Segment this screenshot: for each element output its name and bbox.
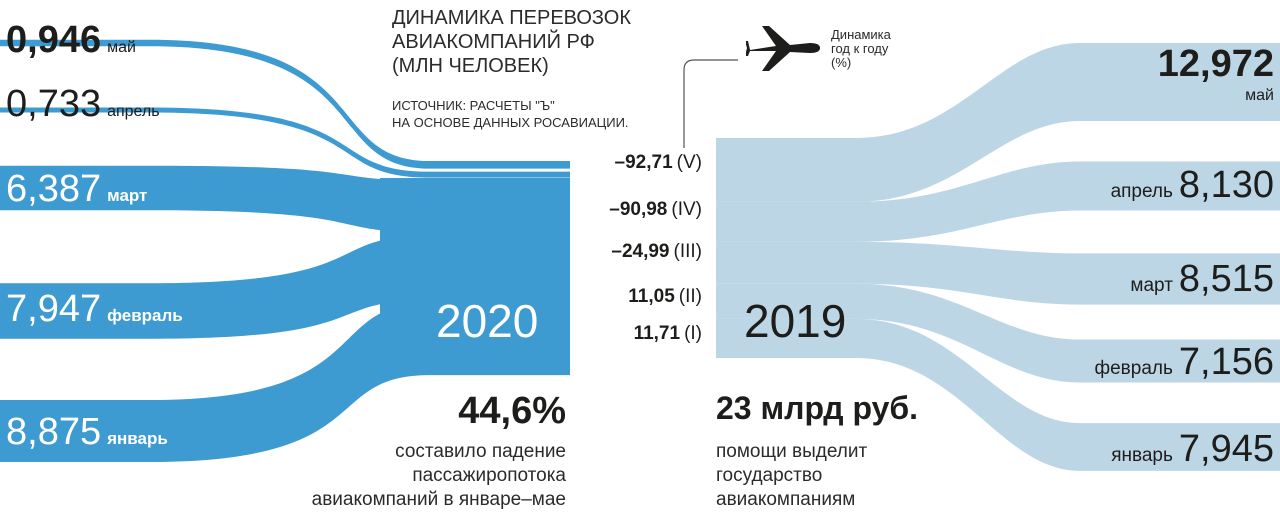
yoy-value: 11,05 [628, 286, 675, 307]
value-label: 6,387 [6, 168, 102, 210]
label-2020-january: 8,875 январь [6, 413, 168, 451]
label-2020-february: 7,947 февраль [6, 290, 183, 328]
yoy-period: (V) [676, 152, 702, 173]
year-label-2019: 2019 [744, 295, 847, 347]
value-label: 8,130 [1178, 164, 1274, 206]
source-line: НА ОСНОВЕ ДАННЫХ РОСАВИАЦИИ. [392, 115, 629, 130]
caption-line: государство [716, 465, 823, 486]
value-label: 7,947 [6, 288, 102, 330]
month-label: январь [107, 429, 168, 448]
value-label: 12,972 [1157, 43, 1274, 85]
yoy-row: –24,99 (III) [552, 241, 702, 263]
month-label: май [1245, 87, 1274, 104]
yoy-period: (II) [678, 286, 702, 307]
month-label: март [1130, 275, 1173, 296]
plane-connector-line [683, 59, 738, 148]
value-label: 7,156 [1178, 341, 1274, 383]
month-label: май [107, 39, 136, 56]
caption-line: составило падение [395, 441, 566, 462]
label-2020-may: 0,946 май [6, 21, 136, 59]
value-label: 7,945 [1178, 428, 1274, 470]
label-2019-february: февраль 7,156 [1094, 343, 1274, 381]
fact-right-caption: помощи выделит государство авиакомпаниям [716, 440, 867, 512]
value-label: 0,946 [6, 19, 102, 61]
label-2019-april: апрель 8,130 [1111, 166, 1274, 204]
month-label: март [107, 186, 148, 205]
flow-2020-май [0, 39, 570, 169]
fact-left-value: 44,6% [458, 390, 566, 432]
chart-title-line: (МЛН ЧЕЛОВЕК) [392, 55, 549, 77]
airplane-icon [745, 20, 822, 81]
caption-line: пассажиропотока [412, 465, 566, 486]
yoy-period: (IV) [671, 199, 702, 220]
chart-title-line: АВИАКОМПАНИЙ РФ [392, 31, 595, 53]
source-note: ИСТОЧНИК: РАСЧЕТЫ "Ъ" НА ОСНОВЕ ДАННЫХ Р… [392, 97, 629, 131]
yoy-period: (I) [684, 323, 702, 344]
value-label: 8,875 [6, 411, 102, 453]
month-label: апрель [107, 103, 160, 120]
flow-2019-январь [716, 318, 1280, 471]
year-label-2020: 2020 [436, 295, 539, 347]
flow-2019-февраль [716, 283, 1280, 383]
source-line: ИСТОЧНИК: РАСЧЕТЫ "Ъ" [392, 98, 555, 113]
month-label: февраль [107, 306, 183, 325]
caption-line: авиакомпаниям [716, 489, 856, 510]
label-2019-may: 12,972 май [1158, 45, 1274, 105]
flow-2020-апрель [0, 107, 570, 178]
fact-left-caption: составило падение пассажиропотока авиако… [312, 440, 566, 512]
label-2020-march: 6,387 март [6, 170, 147, 208]
month-label: февраль [1094, 358, 1173, 379]
flow-2020-март [0, 165, 570, 233]
yoy-label: Динамика год к году (%) [831, 28, 891, 70]
chart-title: ДИНАМИКА ПЕРЕВОЗОК АВИАКОМПАНИЙ РФ (МЛН … [392, 6, 631, 78]
flow-2020-январь [0, 303, 570, 462]
yoy-value: 11,71 [633, 323, 681, 344]
flows-2019 [716, 43, 1280, 471]
flows-2020 [0, 39, 570, 462]
value-label: 0,733 [6, 83, 102, 125]
label-2020-april: 0,733 апрель [6, 85, 160, 123]
flow-2019-апрель [716, 161, 1280, 242]
caption-line: авиакомпаний в январе–мае [311, 489, 566, 510]
yoy-label-line: год к году [831, 41, 889, 56]
yoy-label-line: Динамика [831, 27, 891, 42]
caption-line: помощи выделит [716, 441, 868, 462]
flow-2020-февраль [0, 235, 570, 339]
label-2019-march: март 8,515 [1130, 260, 1274, 298]
yoy-row: 11,71 (I) [552, 323, 702, 345]
value-label: 8,515 [1178, 258, 1274, 300]
yoy-row: 11,05 (II) [552, 286, 702, 308]
fact-right-value: 23 млрд руб. [716, 390, 919, 426]
flow-2019-март [716, 241, 1280, 305]
yoy-value: –90,98 [609, 199, 668, 220]
chart-title-line: ДИНАМИКА ПЕРЕВОЗОК [392, 7, 631, 29]
yoy-period: (III) [673, 241, 703, 262]
yoy-row: –90,98 (IV) [552, 199, 702, 221]
flow-2019-май [716, 43, 1280, 202]
yoy-row: –92,71 (V) [552, 152, 702, 174]
yoy-value: –92,71 [614, 152, 673, 173]
yoy-label-line: (%) [831, 55, 852, 70]
yoy-value: –24,99 [611, 241, 670, 262]
label-2019-january: январь 7,945 [1111, 430, 1274, 468]
month-label: январь [1111, 445, 1173, 466]
month-label: апрель [1110, 181, 1173, 202]
